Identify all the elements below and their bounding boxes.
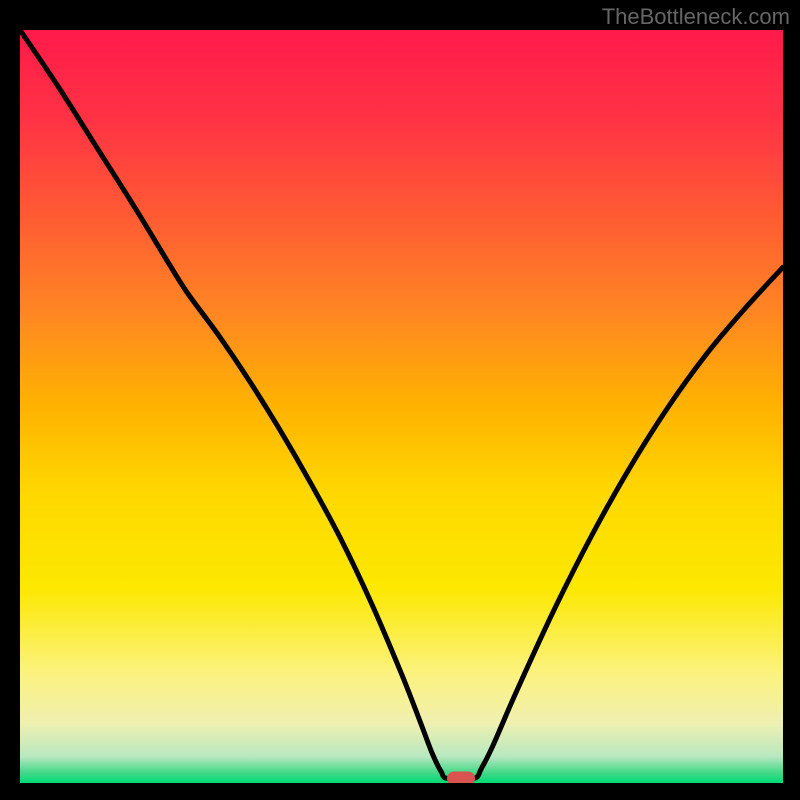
plot-area [20,30,783,783]
chart-container: TheBottleneck.com [0,0,800,800]
optimal-point-marker [447,771,475,783]
watermark-text: TheBottleneck.com [602,4,790,30]
bottleneck-chart [20,30,783,783]
